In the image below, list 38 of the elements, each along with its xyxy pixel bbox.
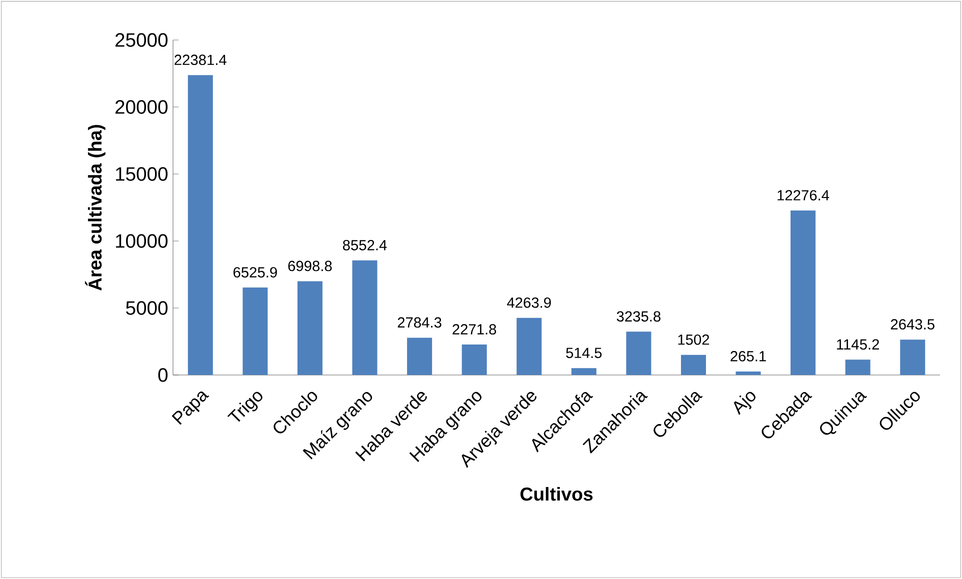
y-tick-label: 20000 bbox=[116, 100, 168, 114]
y-tick-label: 15000 bbox=[116, 167, 168, 181]
y-axis-title: Área cultivada (ha) bbox=[84, 124, 106, 291]
bar bbox=[845, 360, 870, 375]
data-label: 4263.9 bbox=[507, 297, 551, 308]
data-label: 8552.4 bbox=[342, 240, 387, 250]
data-label: 2271.8 bbox=[452, 324, 496, 335]
bar bbox=[900, 340, 926, 375]
y-tick-label: 10000 bbox=[116, 234, 168, 248]
data-label: 265.1 bbox=[730, 351, 766, 362]
y-tick-label: 0 bbox=[158, 368, 168, 382]
data-label: 6998.8 bbox=[288, 260, 332, 272]
x-axis-title: Cultivos bbox=[520, 486, 593, 501]
data-label: 1502 bbox=[678, 334, 710, 345]
bar bbox=[516, 318, 542, 375]
bar bbox=[297, 281, 322, 375]
bar bbox=[188, 75, 213, 375]
bar bbox=[680, 354, 706, 375]
data-label: 2784.3 bbox=[398, 317, 442, 328]
data-label: 1145.2 bbox=[837, 339, 879, 350]
x-tick-label: Ajo bbox=[734, 392, 756, 415]
bar bbox=[352, 260, 378, 375]
data-label: 12276.4 bbox=[778, 190, 830, 200]
bar bbox=[462, 344, 487, 375]
y-tick-label: 25000 bbox=[116, 33, 168, 47]
data-label: 6525.9 bbox=[234, 267, 277, 278]
bar bbox=[571, 368, 596, 375]
data-label: 2643.5 bbox=[890, 319, 934, 330]
data-label: 22381.4 bbox=[174, 54, 226, 66]
data-label: 514.5 bbox=[566, 348, 602, 358]
y-tick-label: 5000 bbox=[126, 301, 168, 315]
bar bbox=[790, 210, 816, 375]
data-label: 3235.8 bbox=[616, 311, 660, 322]
bar bbox=[626, 332, 652, 375]
bar bbox=[736, 371, 761, 375]
x-tick-label: Trigo bbox=[227, 392, 262, 422]
bar bbox=[242, 288, 268, 375]
bar bbox=[407, 338, 432, 375]
